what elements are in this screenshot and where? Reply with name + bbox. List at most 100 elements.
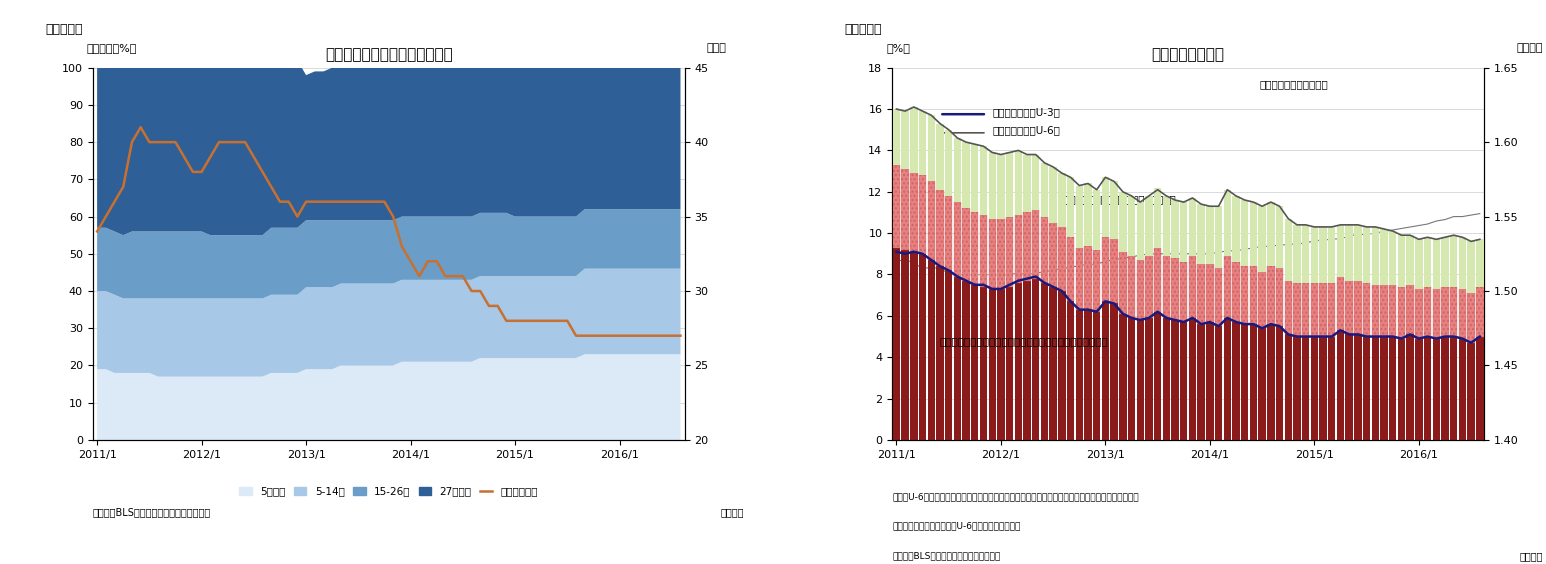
Bar (1084, 183, 1091, 245)
Bar (1014, 283, 1022, 440)
Bar (937, 124, 943, 190)
Bar (1407, 285, 1415, 334)
Bar (1033, 210, 1039, 279)
Text: （週）: （週） (707, 43, 727, 53)
Bar (1294, 337, 1300, 440)
Bar (918, 175, 926, 254)
Bar (1215, 206, 1223, 268)
Text: （注）U-6＝（失業者＋周辺労働力＋経済的理由によるパートタイマー）／（労働力＋周辺労働力）: （注）U-6＝（失業者＋周辺労働力＋経済的理由によるパートタイマー）／（労働力＋… (892, 492, 1139, 501)
Bar (1189, 256, 1197, 318)
Bar (971, 144, 979, 213)
Bar (1057, 291, 1065, 440)
Bar (1311, 337, 1319, 440)
Bar (1084, 310, 1091, 440)
Bar (980, 214, 988, 287)
Bar (1102, 237, 1108, 301)
Bar (1364, 283, 1370, 337)
Bar (1275, 326, 1283, 440)
Bar (1424, 287, 1432, 337)
Bar (1258, 206, 1266, 272)
Bar (1302, 337, 1309, 440)
Bar (1275, 206, 1283, 268)
Bar (1354, 225, 1362, 281)
Bar (918, 111, 926, 175)
Bar (1093, 312, 1101, 440)
Bar (1258, 328, 1266, 440)
Bar (997, 289, 1005, 440)
Bar (1459, 289, 1466, 338)
Bar (1319, 227, 1326, 283)
Bar (1476, 337, 1484, 440)
Bar (1294, 225, 1300, 283)
Bar (1328, 283, 1336, 337)
Bar (962, 142, 969, 208)
Bar (1450, 235, 1458, 287)
Bar (1206, 206, 1214, 264)
Bar (1189, 198, 1197, 256)
Bar (1337, 225, 1343, 276)
Bar (1415, 239, 1422, 289)
Bar (901, 250, 909, 440)
Bar (1476, 287, 1484, 337)
Bar (954, 202, 962, 276)
Bar (1110, 303, 1118, 440)
Bar (901, 169, 909, 250)
Bar (937, 190, 943, 266)
Bar (1119, 252, 1127, 314)
Bar (1040, 283, 1048, 440)
Bar (1040, 163, 1048, 217)
Bar (1180, 202, 1187, 262)
Bar (1415, 338, 1422, 440)
Bar (911, 107, 917, 173)
Bar (1441, 337, 1449, 440)
Bar (1433, 239, 1439, 289)
Bar (1023, 213, 1031, 281)
Bar (1163, 256, 1170, 318)
Bar (1198, 264, 1204, 324)
Bar (1136, 320, 1144, 440)
Bar (1153, 312, 1161, 440)
Bar (1014, 151, 1022, 214)
Bar (1424, 237, 1432, 287)
Bar (1163, 196, 1170, 256)
Text: 周辺労働力は失業率（U-6）より逆算して推計: 周辺労働力は失業率（U-6）より逆算して推計 (892, 522, 1020, 531)
Bar (1294, 283, 1300, 337)
Bar (937, 266, 943, 440)
Bar (1467, 293, 1475, 343)
Bar (1476, 239, 1484, 287)
Text: （図表８）: （図表８） (844, 23, 883, 36)
Bar (1215, 326, 1223, 440)
Bar (1275, 268, 1283, 326)
Text: 労働力人口（経済的理由によるパートタイマー除く、右軸）: 労働力人口（経済的理由によるパートタイマー除く、右軸） (940, 336, 1108, 346)
Bar (1371, 227, 1379, 285)
Bar (1441, 237, 1449, 287)
Bar (1381, 285, 1388, 337)
Text: 周辺労働力人口（右軸）: 周辺労働力人口（右軸） (1258, 79, 1328, 89)
Bar (1450, 287, 1458, 337)
Bar (1023, 281, 1031, 440)
Bar (1433, 289, 1439, 338)
Bar (1206, 322, 1214, 440)
Bar (1398, 235, 1405, 287)
Bar (1033, 155, 1039, 210)
Bar (1371, 337, 1379, 440)
Bar (928, 115, 935, 182)
Bar (1180, 262, 1187, 322)
Bar (1388, 231, 1396, 285)
Bar (1006, 152, 1013, 217)
Bar (1040, 217, 1048, 283)
Bar (918, 254, 926, 440)
Bar (1232, 322, 1240, 440)
Bar (1093, 190, 1101, 250)
Bar (1302, 283, 1309, 337)
Bar (1189, 318, 1197, 440)
Bar (1223, 318, 1231, 440)
Bar (1354, 334, 1362, 440)
Bar (1268, 202, 1274, 266)
Bar (1119, 314, 1127, 440)
Bar (1232, 196, 1240, 262)
Bar (911, 252, 917, 440)
Bar (1129, 256, 1135, 318)
Bar (1050, 287, 1057, 440)
Bar (1093, 250, 1101, 312)
